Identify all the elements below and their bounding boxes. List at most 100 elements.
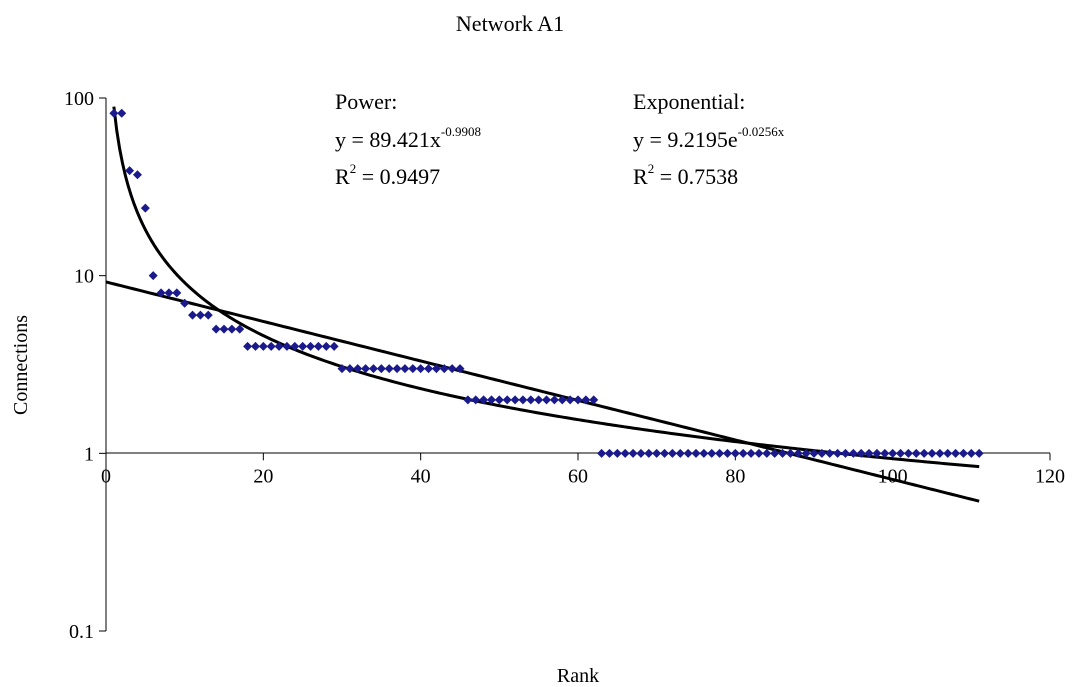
data-point [510,395,520,405]
data-point [801,448,811,458]
data-point [455,364,465,374]
data-point [132,170,142,180]
data-point [707,448,717,458]
data-point [573,395,583,405]
data-point [565,395,575,405]
data-point [628,448,638,458]
data-point [911,448,921,458]
data-point [140,203,150,213]
data-point [203,310,213,320]
power-trendline [112,106,980,469]
data-point [683,448,693,458]
data-point [313,341,323,351]
exponential-r2-symbol: R [633,164,648,189]
data-point [746,448,756,458]
data-point [935,448,945,458]
power-r2-superscript: 2 [350,161,357,176]
exponential-r2-superscript: 2 [648,161,655,176]
data-point [439,364,449,374]
data-point [109,108,119,118]
data-point [958,448,968,458]
chart-title: Network A1 [456,11,564,36]
data-point [557,395,567,405]
data-point [549,395,559,405]
data-point [526,395,536,405]
data-point [699,448,709,458]
data-point [494,395,504,405]
data-point [518,395,528,405]
data-point [691,448,701,458]
data-point [722,448,732,458]
data-point [542,395,552,405]
data-point [872,448,882,458]
data-point [809,448,819,458]
x-tick-label: 80 [725,465,745,487]
data-point [274,341,284,351]
data-point [864,448,874,458]
data-point [219,324,229,334]
data-point [817,448,827,458]
power-eq-exponent: -0.9908 [441,124,481,139]
data-point [471,395,481,405]
data-point [180,298,190,308]
data-point [321,341,331,351]
data-point [502,395,512,405]
data-point [361,364,371,374]
data-point [589,395,599,405]
exponential-annotation: Exponential: y = 9.2195e-0.0256x R2 = 0.… [633,89,785,189]
data-point [486,395,496,405]
exponential-title: Exponential: [633,89,745,114]
x-tick-label: 20 [253,465,273,487]
data-point [730,448,740,458]
data-point [667,448,677,458]
data-point [424,364,434,374]
power-equation: y = 89.421x-0.9908 [335,124,481,152]
data-point [581,395,591,405]
data-point [612,448,622,458]
data-point [848,448,858,458]
axes [105,98,1050,631]
y-tick-label: 0.1 [69,621,94,643]
power-r2-value: = 0.9497 [356,164,440,189]
data-point [368,364,378,374]
exponential-eq-exponent: -0.0256x [738,124,785,139]
x-tick-label: 60 [568,465,588,487]
data-point [298,341,308,351]
data-point [353,364,363,374]
x-tick-label: 40 [411,465,431,487]
y-tick-label: 1 [84,443,94,465]
data-point [770,448,780,458]
data-point [652,448,662,458]
data-points [109,108,984,458]
y-tick-label: 10 [74,266,94,288]
data-point [974,448,984,458]
data-point [675,448,685,458]
data-point [597,448,607,458]
data-point [715,448,725,458]
data-point [258,341,268,351]
data-point [856,448,866,458]
exponential-eq-base: y = 9.2195e [633,127,738,152]
data-point [762,448,772,458]
exponential-r2: R2 = 0.7538 [633,161,738,189]
data-point [620,448,630,458]
data-point [156,288,166,298]
data-point [164,288,174,298]
data-point [337,364,347,374]
data-point [738,448,748,458]
exponential-trendline [105,280,980,503]
data-point [833,448,843,458]
data-point [235,324,245,334]
data-point [384,364,394,374]
data-point [188,310,198,320]
data-point [211,324,221,334]
data-point [888,448,898,458]
data-point [431,364,441,374]
data-point [266,341,276,351]
y-tick-label: 100 [64,88,94,110]
data-point [329,341,339,351]
x-tick-label: 0 [101,465,111,487]
data-point [604,448,614,458]
